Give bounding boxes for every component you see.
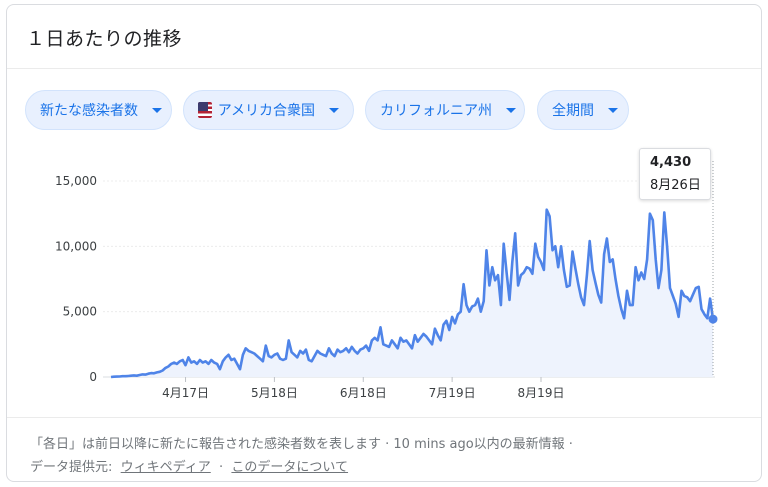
x-tick-label: 6月18日 xyxy=(340,386,387,400)
footer: 「各日」は前日以降に新たに報告された感染者数を表します · 10 mins ag… xyxy=(7,417,761,481)
period-dropdown[interactable]: 全期間 xyxy=(537,90,629,130)
caret-down-icon xyxy=(506,107,516,113)
footer-note: 「各日」は前日以降に新たに報告された感染者数を表します · 10 mins ag… xyxy=(30,437,573,452)
x-tick-label: 8月19日 xyxy=(518,386,565,400)
x-tick-label: 7月19日 xyxy=(429,386,476,400)
wikipedia-link[interactable]: ウィキペディア xyxy=(120,460,211,475)
caret-down-icon xyxy=(329,107,339,113)
card-title: １日あたりの推移 xyxy=(26,28,183,50)
country-dropdown-label: アメリカ合衆国 xyxy=(217,103,315,119)
footer-separator: · xyxy=(219,460,224,475)
card-header: １日あたりの推移 xyxy=(7,5,761,69)
caret-down-icon xyxy=(152,107,162,113)
metric-dropdown[interactable]: 新たな感染者数 xyxy=(25,90,172,130)
x-tick-label: 5月18日 xyxy=(251,386,298,400)
chart-area-fill xyxy=(111,209,713,377)
source-label: データ提供元: xyxy=(30,460,113,475)
trend-card: １日あたりの推移 新たな感染者数 アメリカ合衆国 カリフォルニア州 全期間 0 5… xyxy=(6,4,762,482)
metric-dropdown-label: 新たな感染者数 xyxy=(40,103,138,119)
period-dropdown-label: 全期間 xyxy=(552,103,594,119)
tooltip-date: 8月26日 xyxy=(650,178,701,193)
line-chart[interactable]: 0 5,000 10,000 15,000 4月17日 5月18日 6月18日 7月19日 8… xyxy=(7,145,762,405)
region-dropdown[interactable]: カリフォルニア州 xyxy=(365,90,525,130)
caret-down-icon xyxy=(608,107,618,113)
footer-source-row: データ提供元: ウィキペディア · このデータについて xyxy=(30,456,761,479)
us-flag-icon xyxy=(198,102,212,118)
y-tick-label: 15,000 xyxy=(55,174,97,188)
tooltip-value: 4,430 xyxy=(650,155,692,170)
region-dropdown-label: カリフォルニア州 xyxy=(380,103,492,119)
hover-tooltip: 4,430 8月26日 xyxy=(639,148,711,200)
country-dropdown[interactable]: アメリカ合衆国 xyxy=(183,90,354,130)
y-tick-label: 0 xyxy=(89,370,97,384)
hover-point xyxy=(708,314,718,324)
y-tick-label: 10,000 xyxy=(55,239,97,253)
x-tick-label: 4月17日 xyxy=(162,386,209,400)
y-tick-label: 5,000 xyxy=(63,305,97,319)
series-line xyxy=(110,208,715,379)
about-data-link[interactable]: このデータについて xyxy=(231,460,349,475)
